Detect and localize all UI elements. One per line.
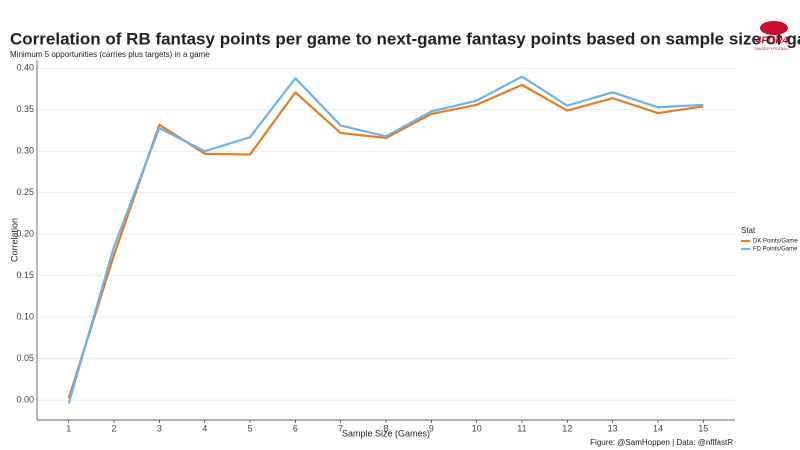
logo-text: 4FOR4 <box>755 36 789 47</box>
x-tick-label: 14 <box>653 423 663 433</box>
x-tick-label: 4 <box>202 423 207 433</box>
y-tick-label: 0.30 <box>16 146 34 156</box>
x-tick-label: 2 <box>112 423 117 433</box>
x-tick-label: 12 <box>562 423 572 433</box>
x-tick-label: 15 <box>698 423 708 433</box>
chart-title: Correlation of RB fantasy points per gam… <box>10 29 800 48</box>
y-tick-label: 0.05 <box>16 353 34 363</box>
chart-subtitle: Minimum 5 opportunities (carries plus ta… <box>10 50 210 59</box>
series-line <box>67 83 704 399</box>
y-tick-label: 0.10 <box>16 312 34 322</box>
caption: Figure: @SamHoppen | Data: @nflfastR <box>590 438 733 447</box>
y-tick-label: 0.35 <box>16 104 34 114</box>
legend-label: FD Points/Game <box>753 247 798 253</box>
y-axis-label: Correlation <box>9 218 19 262</box>
y-tick-label: 0.25 <box>16 187 34 197</box>
x-tick-label: 10 <box>472 423 482 433</box>
legend-label: DK Points/Game <box>753 239 798 245</box>
y-tick-label: 0.15 <box>16 270 34 280</box>
x-tick-label: 7 <box>338 423 343 433</box>
logo-subtitle: FANTASY FOOTBALL <box>755 47 790 51</box>
series-line <box>67 75 704 404</box>
x-tick-label: 13 <box>608 423 618 433</box>
x-tick-label: 11 <box>517 423 526 433</box>
x-tick-label: 5 <box>248 423 253 433</box>
y-tick-label: 0.40 <box>16 63 34 73</box>
x-tick-label: 3 <box>157 423 162 433</box>
y-tick-label: 0.00 <box>16 394 34 404</box>
logo-ball <box>760 21 788 35</box>
x-tick-label: 1 <box>66 423 71 433</box>
x-tick-label: 9 <box>429 423 434 433</box>
x-axis-label: Sample Size (Games) <box>342 428 430 438</box>
x-tick-label: 6 <box>293 423 298 433</box>
legend-title: Stat <box>741 226 756 235</box>
y-tick-label: 0.20 <box>16 229 34 239</box>
x-tick-label: 8 <box>383 423 388 433</box>
